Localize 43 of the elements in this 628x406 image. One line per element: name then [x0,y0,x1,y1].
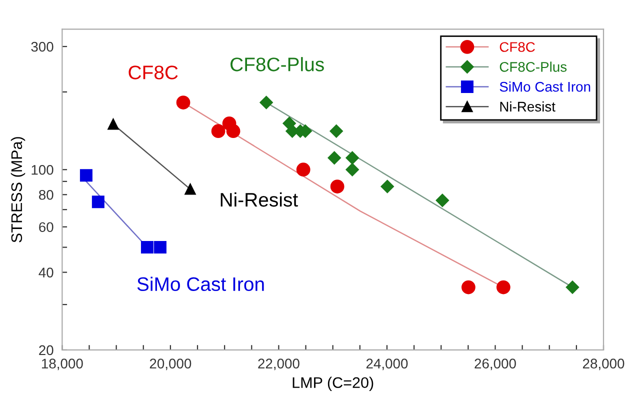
point [184,184,196,195]
point [330,180,344,194]
legend-label: Ni-Resist [500,101,556,112]
y-tick-label: 100 [32,164,54,175]
point [462,280,476,294]
annotation: SiMo Cast Iron [137,276,264,292]
point [211,124,226,138]
point [346,151,359,165]
point [380,180,394,194]
x-tick-label: 26,000 [474,358,516,370]
x-tick-label: 24,000 [366,358,408,370]
x-axis-title: LMP (C=20) [292,376,374,392]
y-tick-label: 80 [38,190,54,200]
annotation: CF8C-Plus [230,57,324,72]
y-tick-label: 300 [31,42,54,52]
point [176,96,190,110]
y-tick-label: 40 [38,268,54,278]
point [566,280,580,294]
point [346,163,359,176]
point [330,124,343,138]
point [154,241,166,254]
y-tick-label: 60 [39,222,54,232]
point [436,194,449,207]
point [108,118,119,130]
legend-label: SiMo Cast Iron [500,82,590,92]
x-tick-label: 18,000 [42,358,83,370]
y-axis-title: STRESS (MPa) [10,137,26,242]
annotation: Ni-Resist [220,192,298,207]
x-tick-label: 22,000 [258,358,300,370]
legend-label: CF8C-Plus [500,62,567,72]
y-tick-label: 20 [39,345,54,356]
point [92,196,104,208]
x-tick-label: 20,000 [150,358,192,370]
point [328,151,341,165]
point [260,96,273,110]
x-tick-label: 28,000 [582,358,624,370]
annotation: CF8C [128,66,178,80]
point [140,241,154,254]
point [296,162,310,177]
legend-label: CF8C [500,42,535,52]
point [496,280,510,294]
point [226,124,240,138]
point [80,169,92,182]
